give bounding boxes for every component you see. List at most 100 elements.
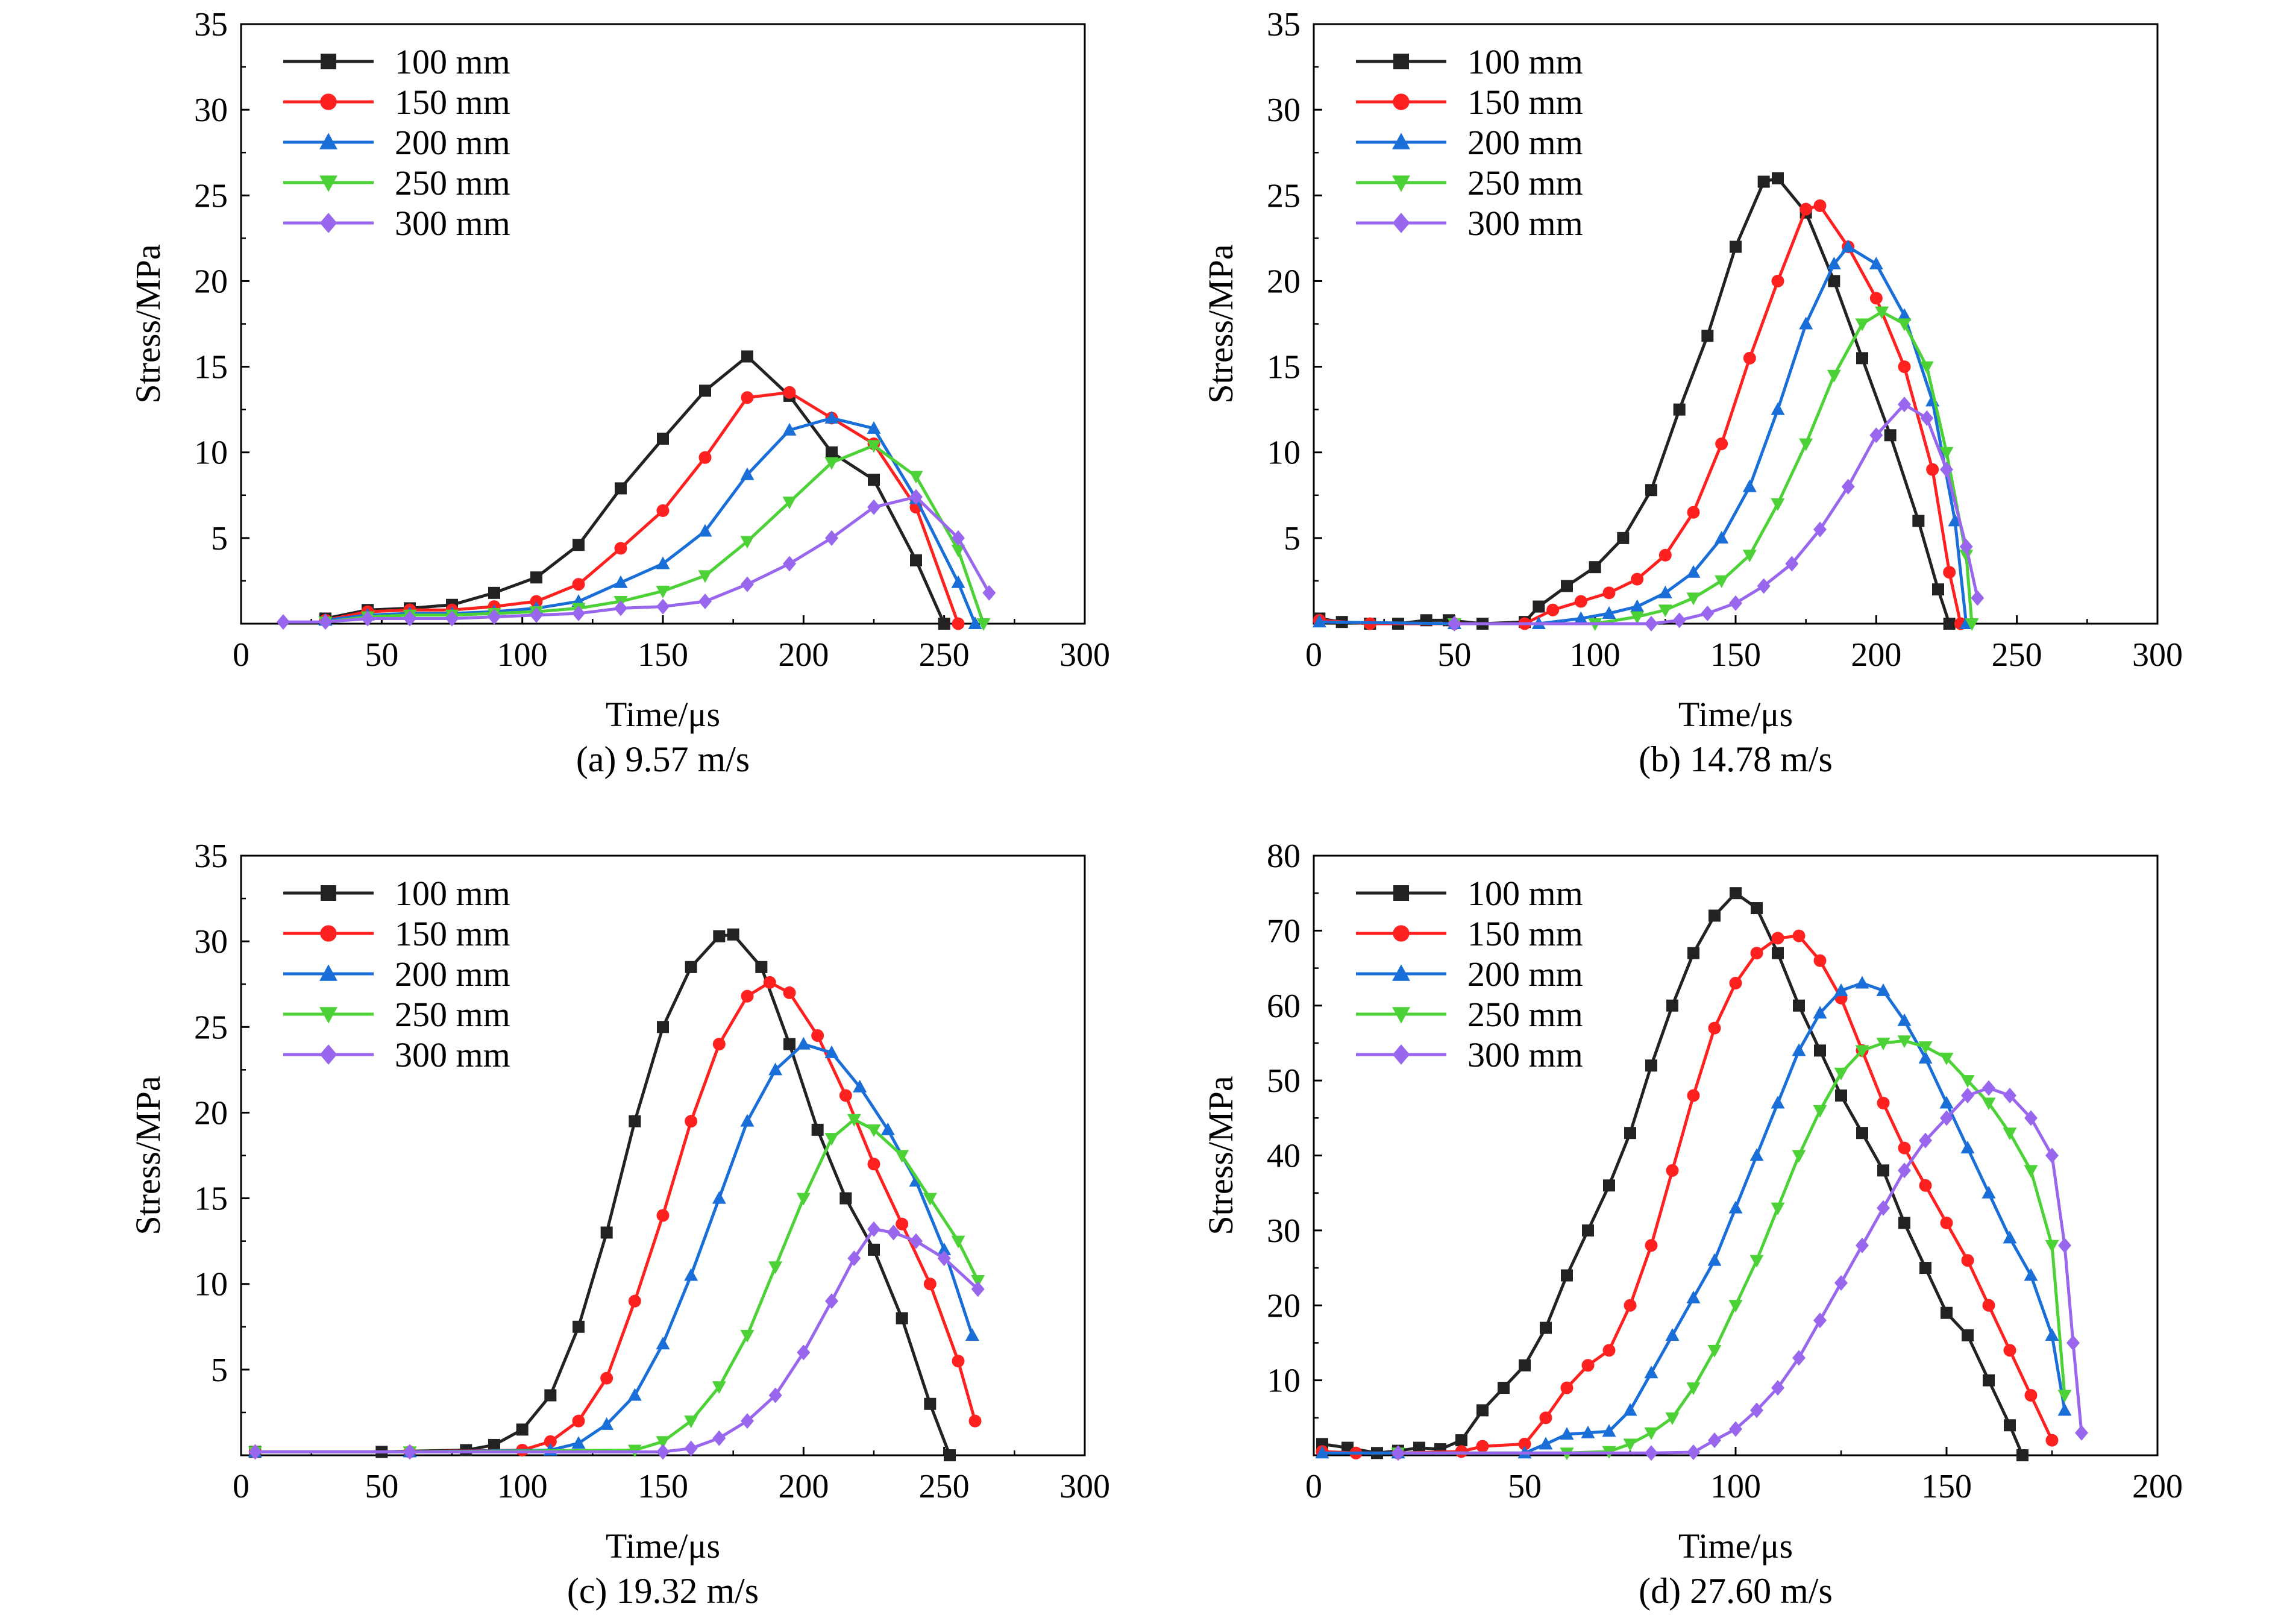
data-point: [572, 605, 585, 621]
chart-caption: (b) 14.78 m/s: [1639, 739, 1833, 779]
y-tick-label: 10: [194, 434, 228, 472]
data-point: [1602, 586, 1616, 600]
data-point: [839, 1089, 852, 1102]
data-point: [615, 482, 627, 495]
data-point: [1939, 1052, 1954, 1065]
legend-marker: [1392, 1007, 1410, 1024]
data-point: [1869, 257, 1883, 269]
data-point: [1771, 402, 1785, 415]
data-point: [868, 474, 880, 486]
data-point: [488, 586, 500, 599]
data-point: [1730, 240, 1742, 253]
data-point: [713, 930, 726, 942]
data-point: [1730, 887, 1742, 900]
x-axis-title: Time/μs: [606, 1526, 720, 1566]
data-point: [923, 1193, 937, 1206]
data-point: [1897, 1013, 1912, 1026]
x-tick-label: 50: [365, 1468, 398, 1505]
data-point: [698, 524, 712, 537]
x-tick-label: 200: [1851, 636, 1901, 674]
legend-label: 100 mm: [1467, 42, 1583, 81]
data-point: [2024, 1268, 2038, 1281]
data-point: [1919, 1179, 1932, 1192]
data-point: [1645, 484, 1657, 497]
data-point: [1793, 999, 1805, 1012]
data-point: [768, 1387, 782, 1403]
data-point: [699, 384, 711, 397]
data-point: [741, 989, 754, 1003]
data-point: [1813, 199, 1827, 212]
x-tick-label: 0: [233, 1468, 249, 1505]
data-point: [2057, 1390, 2072, 1403]
series-100-mm: [1313, 172, 1956, 630]
data-point: [1799, 202, 1813, 216]
data-point: [656, 504, 670, 517]
data-point: [1315, 1446, 1329, 1459]
legend-label: 100 mm: [395, 874, 510, 913]
data-point: [2024, 1389, 2038, 1402]
data-point: [1961, 1088, 1974, 1103]
data-point: [952, 530, 965, 546]
data-point: [1943, 618, 1956, 630]
data-point: [1687, 506, 1700, 519]
series-line: [255, 1118, 979, 1453]
legend-label: 150 mm: [395, 914, 510, 953]
data-point: [319, 614, 332, 630]
data-point: [1939, 447, 1954, 460]
data-point: [1835, 1089, 1847, 1102]
data-point: [847, 1114, 861, 1127]
data-point: [600, 1226, 613, 1239]
x-tick-label: 200: [778, 1468, 829, 1505]
data-point: [1771, 498, 1785, 511]
data-point: [1665, 1328, 1680, 1341]
data-point: [1827, 369, 1841, 383]
data-point: [1560, 1427, 1574, 1440]
data-point: [909, 471, 923, 484]
data-point: [1751, 902, 1763, 915]
data-point: [1750, 1402, 1763, 1419]
legend-marker: [1392, 213, 1410, 233]
data-point: [684, 1268, 698, 1281]
series-150-mm: [1316, 929, 2059, 1459]
plot-frame: [1313, 854, 2159, 1456]
x-tick-label: 100: [497, 1468, 548, 1505]
y-tick-label: 5: [1284, 520, 1301, 557]
data-point: [1312, 615, 1326, 628]
data-point: [656, 598, 670, 615]
data-point: [1539, 1411, 1552, 1425]
legend-marker: [1393, 93, 1410, 110]
data-point: [1708, 1432, 1721, 1449]
data-point: [982, 585, 996, 601]
series-line: [325, 355, 946, 625]
data-point: [1875, 306, 1889, 319]
data-point: [796, 1036, 811, 1050]
legend-label: 250 mm: [1467, 163, 1583, 202]
data-point: [2024, 1165, 2038, 1178]
series-300-mm: [248, 1221, 985, 1460]
data-point: [1771, 1380, 1784, 1396]
data-point: [614, 600, 627, 616]
data-point: [657, 432, 669, 445]
data-point: [1772, 947, 1784, 959]
y-tick-label: 30: [1267, 1212, 1301, 1250]
series-100-mm: [249, 928, 956, 1461]
x-tick-label: 250: [919, 1468, 970, 1505]
chart-panel-2: 0 50 100 150 200 250 300 5 10 15 20 25 30 35 Time/μs St…: [128, 838, 1110, 1611]
data-point: [613, 575, 628, 588]
data-point: [1960, 1075, 1975, 1088]
data-point: [909, 489, 923, 505]
data-point: [867, 1221, 880, 1237]
data-point: [1982, 1299, 1995, 1312]
data-point: [944, 1449, 956, 1461]
legend-marker: [1393, 54, 1409, 69]
data-point: [1855, 1045, 1869, 1058]
data-point: [1981, 1185, 1996, 1199]
series-line: [255, 1042, 974, 1453]
y-tick-label: 25: [194, 1009, 228, 1046]
data-point: [951, 544, 965, 557]
data-point: [712, 1381, 726, 1394]
y-tick-label: 20: [194, 263, 228, 300]
